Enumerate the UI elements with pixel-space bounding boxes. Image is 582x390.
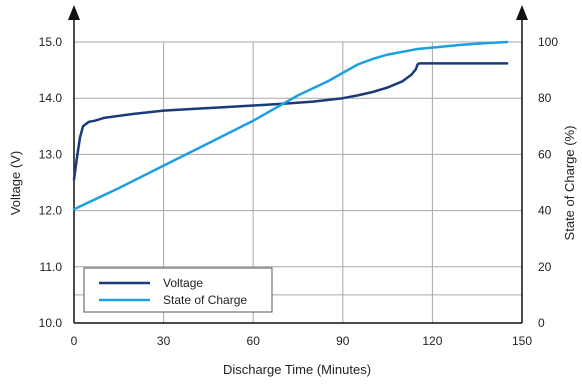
tick-labels: 0 30 60 90 120 150 10.0 11.0 12.0 13.0 14.0 15.0 0 20… [39, 35, 559, 348]
y-left-tick-label: 12.0 [39, 204, 63, 218]
x-tick-label: 150 [512, 334, 532, 348]
series [72, 40, 509, 211]
y-right-tick-label: 0 [538, 316, 545, 330]
x-tick-label: 120 [422, 334, 442, 348]
series-line-state-of-charge [72, 40, 509, 211]
y-right-tick-label: 60 [538, 147, 552, 161]
y-right-tick-label: 80 [538, 91, 552, 105]
y-right-tick-label: 100 [538, 35, 558, 49]
y-left-tick-label: 11.0 [40, 260, 63, 274]
x-tick-label: 30 [157, 334, 171, 348]
y-left-arrow-icon [68, 5, 80, 20]
series-line-voltage [72, 62, 509, 181]
x-tick-label: 60 [247, 334, 261, 348]
legend: Voltage State of Charge [83, 267, 273, 313]
legend-label-voltage: Voltage [163, 276, 203, 290]
y-right-arrow-icon [516, 5, 528, 20]
x-axis-title: Discharge Time (Minutes) [223, 362, 371, 377]
y-left-axis-title: Voltage (V) [8, 151, 23, 215]
y-left-tick-label: 10.0 [39, 316, 63, 330]
y-right-tick-label: 20 [538, 260, 552, 274]
x-tick-label: 0 [71, 334, 78, 348]
y-right-tick-label: 40 [538, 204, 552, 218]
x-tick-label: 90 [336, 334, 350, 348]
y-right-axis-title: State of Charge (%) [562, 126, 577, 241]
y-left-tick-label: 14.0 [39, 91, 63, 105]
legend-box [83, 267, 273, 313]
axes [68, 5, 528, 324]
y-left-tick-label: 13.0 [39, 147, 63, 161]
legend-label-state-of-charge: State of Charge [163, 293, 247, 307]
y-left-tick-label: 15.0 [39, 35, 63, 49]
